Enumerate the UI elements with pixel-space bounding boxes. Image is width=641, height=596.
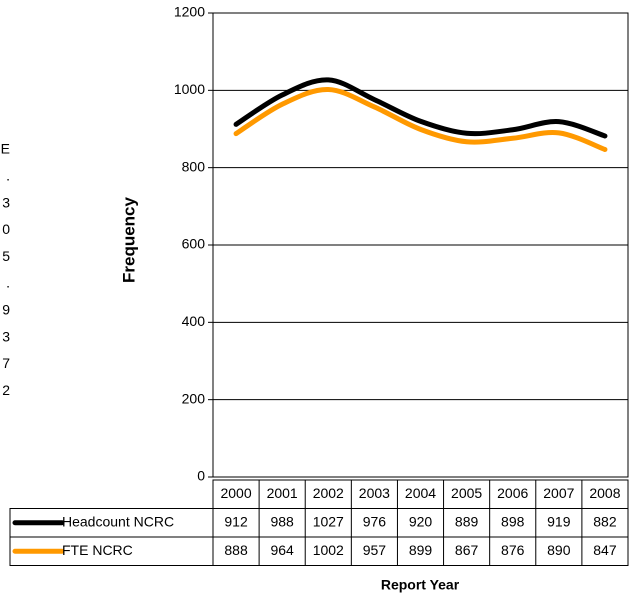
table-value: 889 xyxy=(455,513,479,529)
cropped-text: E xyxy=(1,141,10,157)
table-value: 912 xyxy=(224,513,248,529)
table-value: 882 xyxy=(593,513,617,529)
table-value: 890 xyxy=(547,542,571,558)
legend-label: FTE NCRC xyxy=(62,542,133,558)
y-tick-label: 200 xyxy=(182,390,206,406)
cropped-text: 3 xyxy=(2,328,10,344)
table-value: 1027 xyxy=(313,513,344,529)
y-tick-label: 600 xyxy=(182,236,206,252)
y-tick-label: 800 xyxy=(182,158,206,174)
cropped-text: . xyxy=(6,275,10,291)
x-tick-label: 2005 xyxy=(451,485,482,501)
table-value: 976 xyxy=(363,513,387,529)
cropped-text: 0 xyxy=(2,221,10,237)
x-tick-label: 2000 xyxy=(220,485,251,501)
series-line xyxy=(233,87,608,152)
cropped-text: 2 xyxy=(2,382,10,398)
x-tick-label: 2004 xyxy=(405,485,436,501)
y-tick-label: 1200 xyxy=(174,4,205,20)
table-value: 964 xyxy=(270,542,294,558)
cropped-text: 9 xyxy=(2,302,10,318)
x-tick-label: 2007 xyxy=(543,485,574,501)
x-tick-label: 2001 xyxy=(267,485,298,501)
x-tick-label: 2003 xyxy=(359,485,390,501)
series-line xyxy=(233,77,608,139)
y-tick-label: 1000 xyxy=(174,81,205,97)
cropped-text: . xyxy=(6,168,10,184)
table-value: 899 xyxy=(409,542,433,558)
table-value: 847 xyxy=(593,542,617,558)
legend-label: Headcount NCRC xyxy=(62,513,174,529)
x-tick-label: 2002 xyxy=(313,485,344,501)
cropped-text: 3 xyxy=(2,194,10,210)
y-tick-label: 0 xyxy=(197,468,205,484)
x-axis-title: Report Year xyxy=(381,577,460,593)
x-tick-label: 2008 xyxy=(589,485,620,501)
table-value: 876 xyxy=(501,542,525,558)
table-value: 988 xyxy=(270,513,294,529)
table-value: 888 xyxy=(224,542,248,558)
plot-border xyxy=(212,12,629,478)
table-value: 957 xyxy=(363,542,387,558)
y-tick-label: 400 xyxy=(182,313,206,329)
table-value: 1002 xyxy=(313,542,344,558)
table-value: 919 xyxy=(547,513,571,529)
x-tick-label: 2006 xyxy=(497,485,528,501)
table-value: 898 xyxy=(501,513,525,529)
table-value: 920 xyxy=(409,513,433,529)
cropped-text: 7 xyxy=(2,355,10,371)
y-axis-title: Frequency xyxy=(119,196,138,283)
table-value: 867 xyxy=(455,542,479,558)
cropped-text: 5 xyxy=(2,248,10,264)
